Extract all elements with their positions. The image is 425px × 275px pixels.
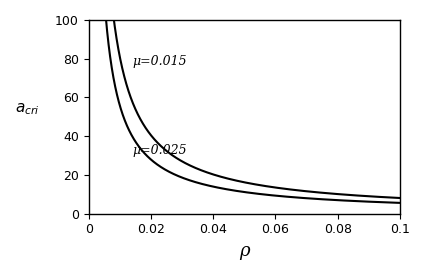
Y-axis label: $a_{cri}$: $a_{cri}$ — [15, 101, 40, 117]
Text: μ=0.015: μ=0.015 — [132, 54, 187, 68]
X-axis label: ρ: ρ — [239, 242, 249, 260]
Text: μ=0.025: μ=0.025 — [132, 144, 187, 157]
